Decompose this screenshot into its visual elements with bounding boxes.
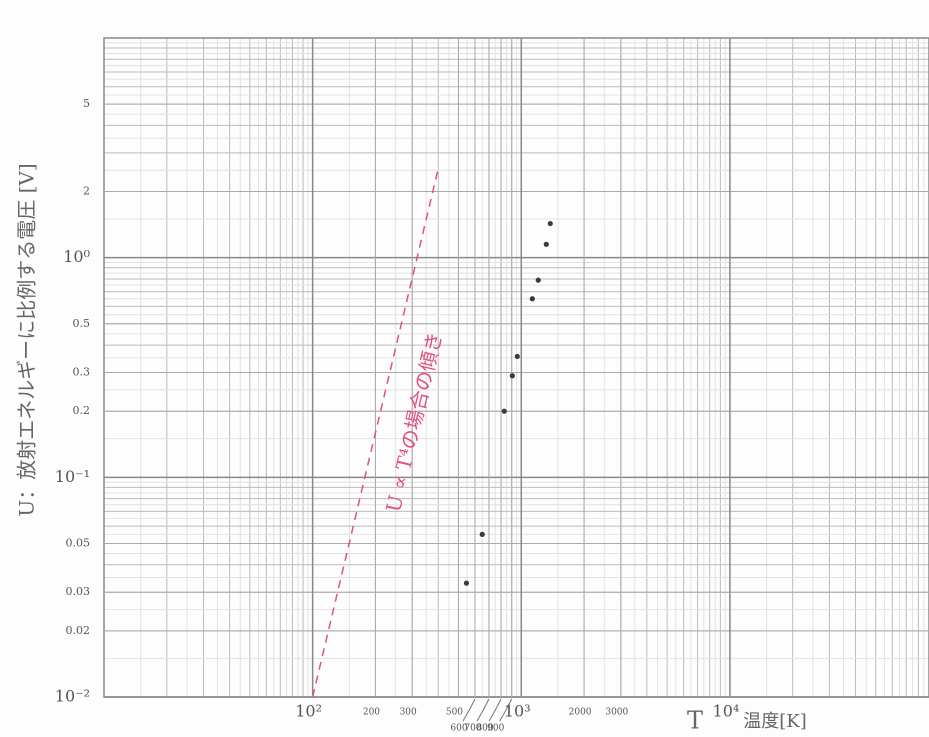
data-point <box>464 580 469 585</box>
x-tick-label: 300 <box>400 708 417 718</box>
y-tick-label: 10⁰ <box>63 247 90 266</box>
data-point <box>510 373 515 378</box>
paper <box>0 0 929 737</box>
y-axis-label: U：放射エネルギーに比例する電圧 [V] <box>15 163 39 516</box>
data-point <box>548 221 553 226</box>
y-tick-label: 2 <box>83 185 90 198</box>
data-point <box>502 409 507 414</box>
x-tick-label: 2000 <box>569 708 592 718</box>
y-tick-label: 0.02 <box>66 624 91 637</box>
y-tick-label: 0.03 <box>66 585 91 598</box>
y-tick-label: 0.3 <box>73 366 91 379</box>
y-tick-label: 10⁻¹ <box>55 467 90 486</box>
y-tick-label: 10⁻² <box>55 687 90 706</box>
x-axis-label: T <box>687 707 703 735</box>
x-tick-label: 10² <box>295 702 322 721</box>
data-point <box>515 354 520 359</box>
x-tick-label: 900 <box>487 724 504 734</box>
x-unit-label: 温度[K] <box>743 711 807 732</box>
x-tick-label: 200 <box>363 708 380 718</box>
y-tick-label: 0.05 <box>66 536 91 549</box>
x-tick-label: 500 <box>446 708 463 718</box>
data-point <box>544 242 549 247</box>
y-tick-label: 0.5 <box>73 317 91 330</box>
y-tick-label: 0.2 <box>73 404 91 417</box>
x-tick-label: 10⁴ <box>713 702 740 721</box>
data-point <box>480 532 485 537</box>
data-point <box>536 278 541 283</box>
x-tick-label: 3000 <box>605 708 628 718</box>
data-point <box>530 296 535 301</box>
x-tick-label: 10³ <box>504 702 531 721</box>
chart: U：放射エネルギーに比例する電圧 [V] T 温度[K] 5 2 10⁰ 0.5 0.3… <box>0 0 929 737</box>
y-tick-label: 5 <box>83 97 90 110</box>
